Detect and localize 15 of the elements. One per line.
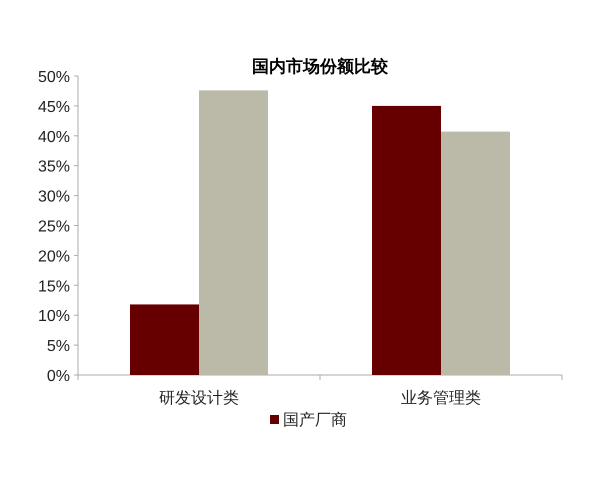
x-tick-label: 研发设计类 <box>159 389 239 407</box>
y-tick-label: 10% <box>38 308 70 326</box>
y-tick-label: 45% <box>38 98 70 116</box>
y-tick-label: 30% <box>38 188 70 206</box>
legend-label: 国产厂商 <box>283 411 347 429</box>
y-tick-label: 20% <box>38 248 70 266</box>
y-tick-label: 35% <box>38 158 70 176</box>
y-tick-label: 5% <box>46 338 70 356</box>
y-tick-label: 15% <box>38 278 70 296</box>
y-tick-label: 0% <box>46 368 70 385</box>
y-tick-label: 40% <box>38 128 70 146</box>
x-tick-label: 业务管理类 <box>401 389 481 407</box>
y-tick-label: 25% <box>38 218 70 236</box>
chart-title: 国内市场份额比较 <box>252 57 389 76</box>
y-tick-label: 50% <box>38 69 70 86</box>
